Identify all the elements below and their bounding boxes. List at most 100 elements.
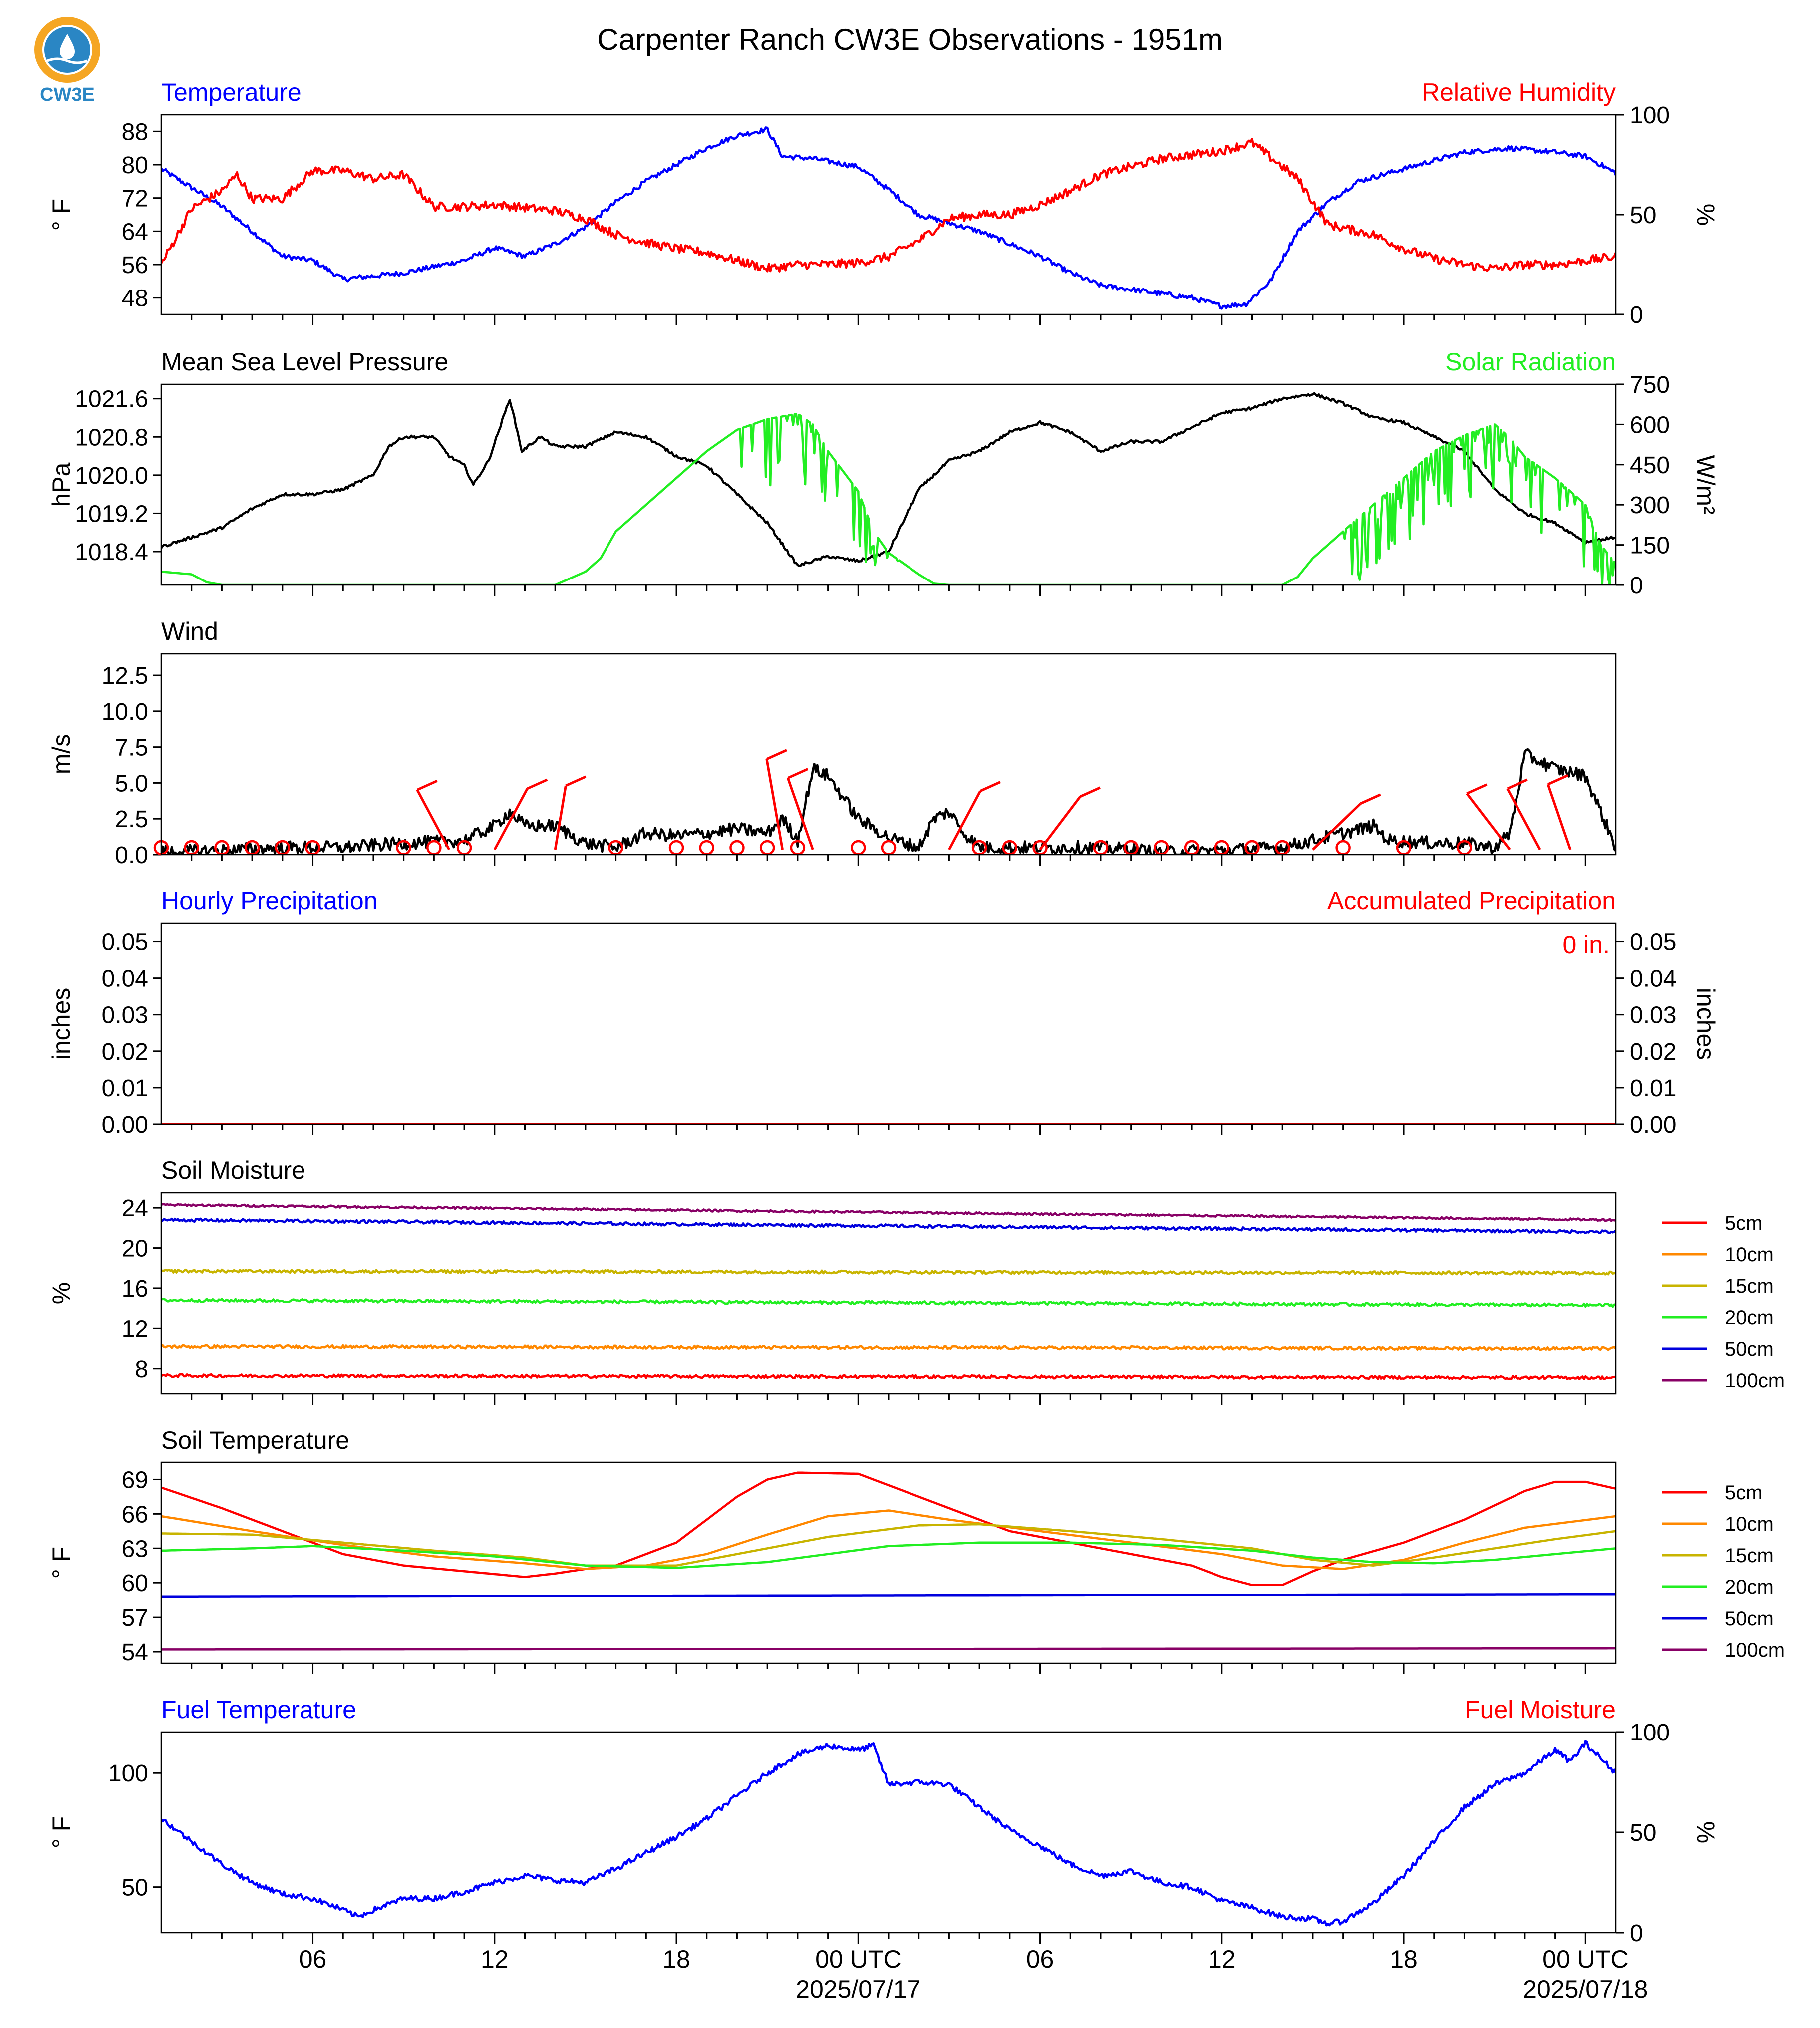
- wind-barb: [1039, 796, 1081, 851]
- panel-title-left: Soil Moisture: [161, 1157, 305, 1184]
- y-tick-label-right: 0: [1630, 573, 1643, 599]
- y-tick-label: 7.5: [115, 735, 148, 761]
- y-axis-label-right: W/m²: [1692, 455, 1720, 514]
- legend-label: 100cm: [1725, 1370, 1785, 1392]
- y-tick-label: 54: [122, 1639, 148, 1666]
- series-line-5cm: [161, 1471, 1616, 1587]
- y-tick-label: 80: [122, 152, 148, 179]
- panel-7: Fuel Temperature Fuel Moisture 50 100 0 50 100…: [47, 1696, 1720, 1947]
- y-tick-label: 1020.0: [75, 463, 148, 489]
- y-tick-label: 56: [122, 252, 148, 279]
- cw3e-logo: CW3E: [30, 15, 105, 105]
- calm-wind-marker: [729, 840, 745, 856]
- y-tick-label: 12: [122, 1316, 148, 1342]
- legend-label: 15cm: [1725, 1545, 1774, 1567]
- y-tick-label: 66: [122, 1501, 148, 1528]
- x-tick-label: 18: [1390, 1945, 1418, 1973]
- y-tick-label-right: 150: [1630, 533, 1670, 559]
- wind-barb: [554, 785, 567, 850]
- series-group: [161, 1471, 1616, 1651]
- y-axis-label: ° F: [47, 1816, 75, 1848]
- y-tick-label: 20: [122, 1236, 148, 1262]
- y-axis-label: m/s: [47, 734, 75, 775]
- y-tick-label-right: 750: [1630, 372, 1670, 398]
- wind-barb-flag: [565, 775, 587, 787]
- y-tick-label-right: 100: [1630, 102, 1670, 129]
- calm-wind-marker: [426, 840, 442, 856]
- x-tick-label: 12: [481, 1945, 509, 1973]
- panels: Temperature Relative Humidity485664728088…: [47, 78, 1785, 2003]
- wind-barb-flag: [1547, 774, 1569, 786]
- y-tick-label-right: 100: [1630, 1720, 1670, 1746]
- panel-title-right: Solar Radiation: [1445, 348, 1616, 376]
- y-tick-label: 8: [135, 1356, 148, 1383]
- wind-barb-flag: [1466, 783, 1488, 795]
- x-tick-label: 06: [1026, 1945, 1054, 1973]
- y-tick-label-right: 0.04: [1630, 966, 1676, 992]
- legend-label: 5cm: [1725, 1212, 1763, 1234]
- y-tick-label: 100: [108, 1760, 148, 1787]
- panel-frame: [160, 383, 1617, 586]
- panel-title-right: Fuel Moisture: [1465, 1696, 1616, 1724]
- legend-label: 5cm: [1725, 1482, 1763, 1504]
- wind-barb: [1312, 802, 1362, 851]
- y-tick-label: 24: [122, 1195, 148, 1222]
- series-line-100cm: [161, 1203, 1616, 1222]
- y-tick-label-right: 0: [1630, 1920, 1643, 1947]
- y-axis-label: ° F: [47, 199, 75, 231]
- y-tick-label: 0.02: [102, 1039, 148, 1065]
- y-tick-label: 1020.8: [75, 424, 148, 451]
- panel-6: Soil Temperature 54 57 60 63 66 69 ° F 5cm 10cm 15…: [47, 1426, 1785, 1674]
- y-tick-label: 63: [122, 1536, 148, 1562]
- y-tick-label-right: 50: [1630, 202, 1656, 229]
- y-axis-label-right: %: [1692, 204, 1720, 226]
- legend-label: 15cm: [1725, 1275, 1774, 1297]
- y-axis-label-right: inches: [1692, 988, 1720, 1060]
- calm-wind-marker: [759, 840, 775, 856]
- y-tick-label: 12.5: [102, 663, 148, 689]
- panel-3: Wind 0.0 2.5 5.0 7.5 10.0 12.5 m/s: [47, 617, 1617, 869]
- y-tick-label: 0.04: [102, 966, 148, 992]
- series-line-15cm: [161, 1523, 1616, 1567]
- panel-frame: [160, 653, 1617, 856]
- panel-frame: [160, 1731, 1617, 1934]
- y-tick-label: 57: [122, 1605, 148, 1631]
- x-tick-label: 18: [662, 1945, 690, 1973]
- x-date-label: 2025/07/18: [1523, 1975, 1648, 2003]
- series-line-relative-humidity: [161, 138, 1616, 273]
- accumulated-value-label: 0 in.: [1562, 931, 1610, 959]
- legend-label: 20cm: [1725, 1307, 1774, 1329]
- y-tick-label: 60: [122, 1570, 148, 1597]
- y-tick-label-right: 450: [1630, 452, 1670, 479]
- y-tick-label: 5.0: [115, 770, 148, 797]
- x-tick-label: 12: [1208, 1945, 1236, 1973]
- y-tick-label-right: 0.03: [1630, 1002, 1676, 1029]
- calm-wind-marker: [1335, 840, 1351, 856]
- series-line-temperature: [161, 126, 1616, 310]
- series-group: [161, 1740, 1616, 1927]
- panel-title-left: Hourly Precipitation: [161, 887, 378, 915]
- wind-barb: [1546, 784, 1572, 850]
- wind-barb-flag: [527, 778, 548, 790]
- panel-title-left: Fuel Temperature: [161, 1696, 356, 1724]
- wind-barb-flag: [1507, 778, 1528, 790]
- panel-title-left: Wind: [161, 617, 218, 645]
- series-line-10cm: [161, 1509, 1616, 1570]
- wind-barb: [1466, 793, 1511, 851]
- panel-5: Soil Moisture 8 12 16 20 24% 5cm 10cm 15cm 20cm 50…: [47, 1157, 1785, 1405]
- panel-title-left: Mean Sea Level Pressure: [161, 348, 448, 376]
- series-line-10cm: [161, 1344, 1616, 1351]
- series-line-50cm: [161, 1217, 1616, 1234]
- y-tick-label: 1021.6: [75, 386, 148, 413]
- y-axis-label: hPa: [47, 462, 75, 507]
- legend-label: 10cm: [1725, 1244, 1774, 1266]
- y-axis-label: ° F: [47, 1547, 75, 1579]
- y-tick-label-right: 600: [1630, 412, 1670, 438]
- y-tick-label: 16: [122, 1276, 148, 1302]
- wind-barb-flag: [1360, 793, 1381, 805]
- water-drop-icon: [60, 34, 75, 59]
- y-tick-label: 88: [122, 119, 148, 145]
- series-line-15cm: [161, 1268, 1616, 1276]
- x-tick-label: 00 UTC: [815, 1945, 901, 1973]
